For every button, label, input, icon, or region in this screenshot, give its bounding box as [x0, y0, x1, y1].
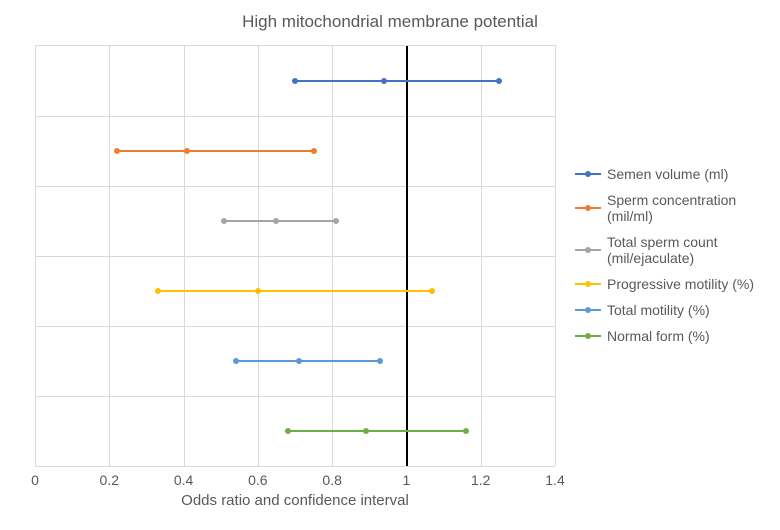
plot-area: 00.20.40.60.811.21.4: [35, 45, 556, 466]
legend-item: Normal form (%): [575, 328, 770, 344]
legend-swatch: [575, 330, 601, 342]
ci-low-marker: [292, 78, 298, 84]
ci-low-marker: [114, 148, 120, 154]
point-estimate-marker: [184, 148, 190, 154]
x-tick-label: 0.2: [100, 472, 119, 488]
x-axis-title: Odds ratio and confidence interval: [35, 492, 555, 509]
ci-line: [236, 360, 381, 362]
legend-swatch: [575, 202, 601, 214]
x-tick-label: 1.2: [471, 472, 490, 488]
legend: Semen volume (ml) Sperm concentration (mi…: [575, 45, 770, 465]
legend-label: Semen volume (ml): [607, 166, 728, 182]
point-estimate-marker: [363, 428, 369, 434]
legend-swatch: [575, 168, 601, 180]
chart-title: High mitochondrial membrane potential: [0, 12, 780, 32]
legend-label: Progressive motility (%): [607, 276, 754, 292]
x-tick-label: 0.8: [322, 472, 341, 488]
x-gridline: [555, 46, 556, 466]
y-gridline: [35, 186, 555, 187]
legend-swatch: [575, 304, 601, 316]
point-estimate-marker: [381, 78, 387, 84]
ci-high-marker: [311, 148, 317, 154]
y-gridline: [35, 256, 555, 257]
x-tick-label: 0.4: [174, 472, 193, 488]
legend-item: Total motility (%): [575, 302, 770, 318]
chart-container: High mitochondrial membrane potential 00…: [0, 0, 780, 530]
ci-low-marker: [285, 428, 291, 434]
ci-line: [295, 80, 499, 82]
point-estimate-marker: [255, 288, 261, 294]
y-gridline: [35, 396, 555, 397]
ci-high-marker: [463, 428, 469, 434]
x-tick-label: 0: [31, 472, 39, 488]
ci-line: [224, 220, 335, 222]
reference-line: [406, 46, 408, 466]
point-estimate-marker: [296, 358, 302, 364]
y-gridline: [35, 466, 555, 467]
legend-item: Semen volume (ml): [575, 166, 770, 182]
ci-low-marker: [155, 288, 161, 294]
ci-high-marker: [333, 218, 339, 224]
point-estimate-marker: [273, 218, 279, 224]
ci-high-marker: [377, 358, 383, 364]
ci-high-marker: [429, 288, 435, 294]
ci-low-marker: [221, 218, 227, 224]
legend-label: Total sperm count (mil/ejaculate): [607, 234, 770, 266]
x-tick-label: 1.4: [545, 472, 564, 488]
ci-high-marker: [496, 78, 502, 84]
legend-swatch: [575, 244, 601, 256]
ci-line: [117, 150, 314, 152]
legend-item: Total sperm count (mil/ejaculate): [575, 234, 770, 266]
ci-line: [288, 430, 466, 432]
legend-label: Total motility (%): [607, 302, 710, 318]
y-gridline: [35, 116, 555, 117]
legend-item: Progressive motility (%): [575, 276, 770, 292]
legend-label: Sperm concentration (mil/ml): [607, 192, 770, 224]
ci-line: [158, 290, 433, 292]
x-tick-label: 0.6: [248, 472, 267, 488]
legend-label: Normal form (%): [607, 328, 710, 344]
ci-low-marker: [233, 358, 239, 364]
legend-item: Sperm concentration (mil/ml): [575, 192, 770, 224]
x-tick-label: 1: [403, 472, 411, 488]
legend-swatch: [575, 278, 601, 290]
y-gridline: [35, 326, 555, 327]
